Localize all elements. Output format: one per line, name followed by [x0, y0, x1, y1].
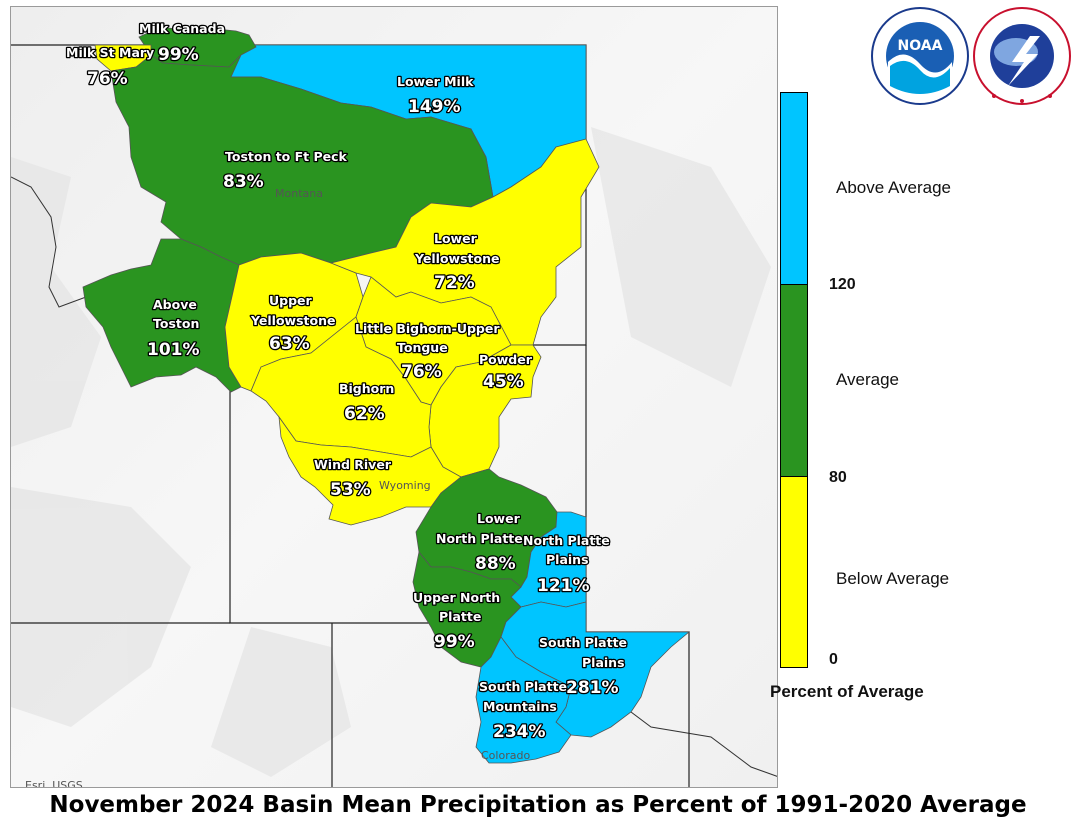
- label-little-bighorn-pct: 76%: [401, 362, 442, 382]
- label-toston-ft-peck-pct: 83%: [223, 172, 264, 192]
- label-upper-north-platte-pct: 99%: [434, 632, 475, 652]
- label-milk-st-mary-name: Milk St Mary: [66, 45, 154, 60]
- legend-title: Percent of Average: [770, 682, 924, 701]
- label-bighorn-pct: 62%: [344, 404, 385, 424]
- label-bighorn-name: Bighorn: [339, 381, 394, 396]
- label-north-platte-plains-name-2: Plains: [546, 552, 589, 567]
- label-south-platte-mountains-name-2: Mountains: [483, 699, 557, 714]
- noaa-logo-text: NOAA: [898, 38, 943, 54]
- legend-break-80: 80: [829, 469, 847, 486]
- legend-break-0: 0: [829, 651, 838, 668]
- label-south-platte-mountains-name-1: South Platte: [479, 679, 567, 694]
- basins: [82, 26, 691, 764]
- label-upper-north-platte-name-1: Upper North: [413, 590, 500, 605]
- label-upper-yellowstone-name-1: Upper: [269, 293, 313, 308]
- label-wind-river-name: Wind River: [314, 457, 392, 472]
- label-lower-yellowstone-pct: 72%: [434, 273, 475, 293]
- label-little-bighorn-name-1: Little Bighorn-Upper: [355, 321, 500, 336]
- legend-swatch-below: [781, 477, 807, 667]
- legend-label-average: Average: [836, 370, 900, 389]
- label-south-platte-plains-pct: 281%: [566, 678, 619, 698]
- state-label-montana: Montana: [275, 187, 323, 200]
- label-milk-st-mary-pct: 76%: [87, 69, 128, 89]
- label-above-toston-name-1: Above: [153, 297, 197, 312]
- label-south-platte-plains-name-2: Plains: [582, 655, 625, 670]
- label-lower-north-platte-name-1: Lower: [477, 511, 521, 526]
- label-upper-north-platte-name-2: Platte: [439, 609, 481, 624]
- label-powder-name: Powder: [479, 352, 533, 367]
- basin-labels: Milk Canada 99% Milk St Mary 76% Lower M…: [65, 20, 629, 744]
- background-borders: [11, 176, 777, 777]
- label-milk-canada-name: Milk Canada: [139, 21, 225, 36]
- label-powder-pct: 45%: [483, 372, 524, 392]
- map-credit: Esri, USGS: [25, 779, 83, 788]
- nws-logo: [973, 7, 1071, 105]
- label-lower-north-platte-name-2: North Platte: [436, 531, 523, 546]
- legend-color-bar: [780, 92, 808, 668]
- label-upper-yellowstone-pct: 63%: [269, 334, 310, 354]
- state-label-wyoming: Wyoming: [379, 479, 431, 492]
- noaa-logo: NOAA: [871, 7, 969, 105]
- label-milk-canada-pct: 99%: [158, 45, 199, 65]
- legend-break-120: 120: [829, 276, 856, 293]
- legend-swatch-average: [781, 285, 807, 477]
- label-toston-ft-peck-name: Toston to Ft Peck: [225, 149, 348, 164]
- state-label-colorado: Colorado: [481, 749, 530, 762]
- label-north-platte-plains-name-1: North Platte: [523, 533, 610, 548]
- label-upper-yellowstone-name-2: Yellowstone: [250, 313, 335, 328]
- map-title: November 2024 Basin Mean Precipitation a…: [49, 792, 1027, 818]
- label-lower-yellowstone-name-2: Yellowstone: [414, 251, 499, 266]
- basin-south-platte-mountains[interactable]: [475, 636, 572, 764]
- label-above-toston-pct: 101%: [147, 340, 200, 360]
- basin-map: Montana Wyoming Colorado Milk Canada 99%…: [11, 7, 777, 787]
- label-south-platte-plains-name-1: South Platte: [539, 635, 627, 650]
- label-lower-milk-name: Lower Milk: [397, 74, 474, 89]
- label-north-platte-plains-pct: 121%: [537, 576, 590, 596]
- label-wind-river-pct: 53%: [330, 480, 371, 500]
- basin-above-toston[interactable]: [82, 238, 242, 393]
- label-little-bighorn-name-2: Tongue: [397, 340, 448, 355]
- label-lower-north-platte-pct: 88%: [475, 554, 516, 574]
- legend-label-below: Below Average: [836, 569, 950, 588]
- label-lower-milk-pct: 149%: [408, 97, 461, 117]
- label-lower-yellowstone-name-1: Lower: [434, 231, 478, 246]
- label-above-toston-name-2: Toston: [153, 316, 199, 331]
- map-frame: Montana Wyoming Colorado Milk Canada 99%…: [10, 6, 778, 788]
- legend-label-above: Above Average: [836, 178, 951, 197]
- legend-swatch-above: [781, 93, 807, 285]
- label-south-platte-mountains-pct: 234%: [493, 722, 546, 742]
